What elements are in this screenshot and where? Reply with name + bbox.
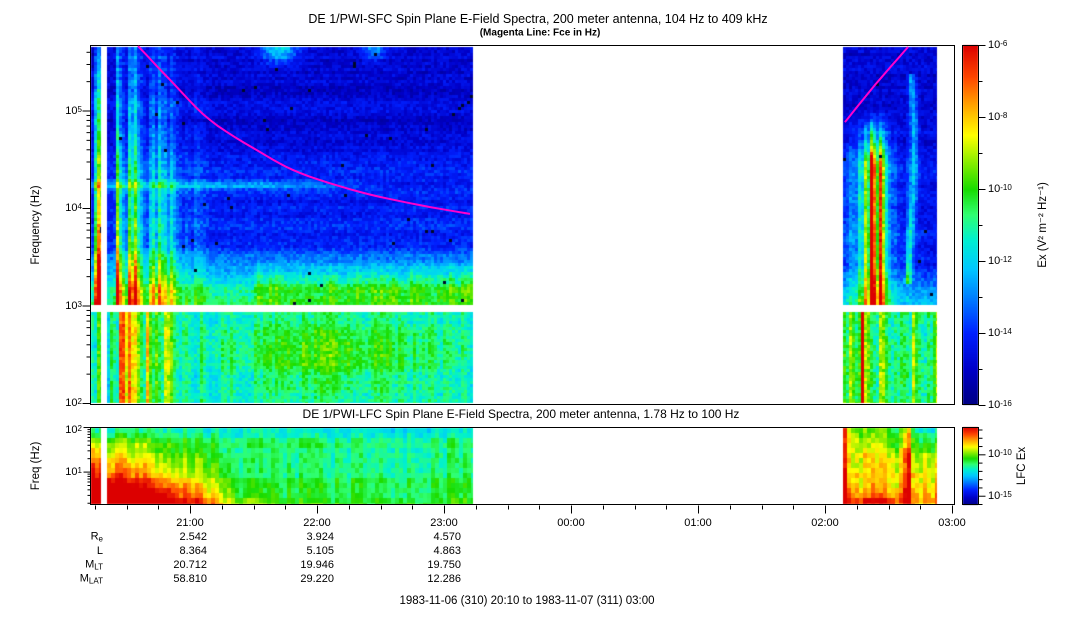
lfc-plot-title: DE 1/PWI-LFC Spin Plane E-Field Spectra,…	[302, 407, 740, 421]
lfc-colorbar-label: LFC Ex	[1016, 446, 1028, 486]
sfc-y-axis-label: Frequency (Hz)	[30, 185, 42, 265]
ephemeris-value: 19.946	[300, 558, 334, 571]
ephemeris-value: 58.810	[173, 572, 207, 585]
sfc-ytick-label: 103	[65, 299, 82, 312]
fce-line	[137, 45, 471, 215]
sfc-plot-title: DE 1/PWI-SFC Spin Plane E-Field Spectra,…	[308, 12, 768, 26]
sfc-colorbar-label: Ex (V² m⁻² Hz⁻¹)	[1037, 182, 1049, 268]
ephemeris-value: 4.570	[433, 531, 461, 543]
time-tick-label: 01:00	[684, 517, 712, 529]
time-range-footer: 1983-11-06 (310) 20:10 to 1983-11-07 (31…	[399, 595, 655, 607]
ephemeris-value: 5.105	[306, 545, 334, 557]
ephemeris-value: 29.220	[300, 572, 334, 585]
sfc-colorbar-tick-label: 10-10	[988, 183, 1012, 195]
sfc-colorbar-tick-label: 10-14	[988, 327, 1012, 339]
ephemeris-row-label: MLAT	[79, 572, 103, 585]
sfc-colorbar-tick-label: 10-6	[988, 39, 1008, 51]
ephemeris-value: 19.750	[427, 558, 461, 571]
time-tick-label: 02:00	[811, 517, 839, 529]
ephemeris-row-label: MLT	[85, 558, 103, 571]
lfc-ytick-label: 102	[65, 424, 82, 436]
ephemeris-value: 2.542	[179, 531, 207, 543]
sfc-colorbar-tick-label: 10-12	[988, 255, 1012, 267]
time-tick-label: 03:00	[938, 517, 966, 529]
ephemeris-value: 3.924	[306, 531, 334, 543]
sfc-ytick-label: 104	[65, 202, 82, 214]
plot-subtitle: (Magenta Line: Fce in Hz)	[479, 27, 601, 39]
lfc-ytick-label: 101	[65, 465, 82, 478]
lfc-colorbar-tick-label: 10-15	[988, 489, 1012, 502]
ephemeris-value: 8.364	[179, 545, 207, 557]
fce-line	[844, 46, 909, 123]
ephemeris-value: 20.712	[173, 558, 207, 571]
ephemeris-value: 12.286	[427, 572, 461, 585]
lfc-y-axis-label: Freq (Hz)	[30, 441, 42, 491]
time-tick-label: 21:00	[176, 517, 204, 529]
time-tick-label: 22:00	[303, 517, 331, 529]
sfc-colorbar-tick-label: 10-16	[988, 399, 1012, 411]
ephemeris-row-label: L	[96, 545, 103, 557]
lfc-colorbar-tick-label: 10-10	[988, 448, 1012, 461]
ephemeris-value: 4.863	[433, 545, 461, 557]
time-tick-label: 00:00	[557, 517, 585, 529]
ephemeris-row-label: Re	[90, 530, 103, 544]
sfc-colorbar-tick-label: 10-8	[988, 111, 1008, 123]
sfc-ytick-label: 102	[65, 397, 82, 409]
time-tick-label: 23:00	[430, 517, 458, 529]
sfc-ytick-label: 105	[65, 104, 82, 117]
